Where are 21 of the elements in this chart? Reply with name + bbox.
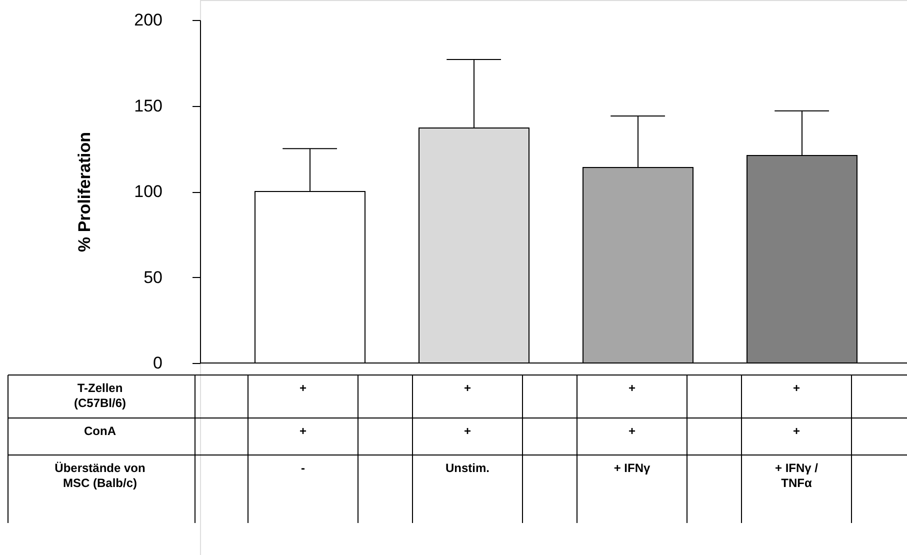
y-tick-label: 100 bbox=[134, 182, 162, 201]
text: + bbox=[792, 381, 800, 395]
text: T-Zellen (C57Bl/6) bbox=[74, 381, 126, 410]
text: + IFNγ bbox=[614, 461, 650, 475]
text: + bbox=[464, 424, 472, 438]
y-axis-title: % Proliferation bbox=[75, 132, 94, 252]
text: - bbox=[301, 461, 305, 475]
y-tick-label: 150 bbox=[134, 96, 162, 116]
text: + bbox=[792, 424, 800, 438]
text: + bbox=[628, 424, 636, 438]
y-tick-label: 0 bbox=[153, 354, 162, 372]
text: + bbox=[628, 381, 636, 395]
y-tick-label: 50 bbox=[144, 268, 162, 287]
text: Überstände von MSC (Balb/c) bbox=[54, 461, 146, 490]
text: + bbox=[299, 424, 307, 438]
text: Unstim. bbox=[445, 461, 490, 475]
text: + bbox=[464, 381, 472, 395]
text: + IFNγ / TNFα bbox=[774, 461, 819, 490]
y-tick-label: 200 bbox=[134, 10, 162, 30]
text: + bbox=[299, 381, 307, 395]
text: ConA bbox=[84, 424, 116, 438]
